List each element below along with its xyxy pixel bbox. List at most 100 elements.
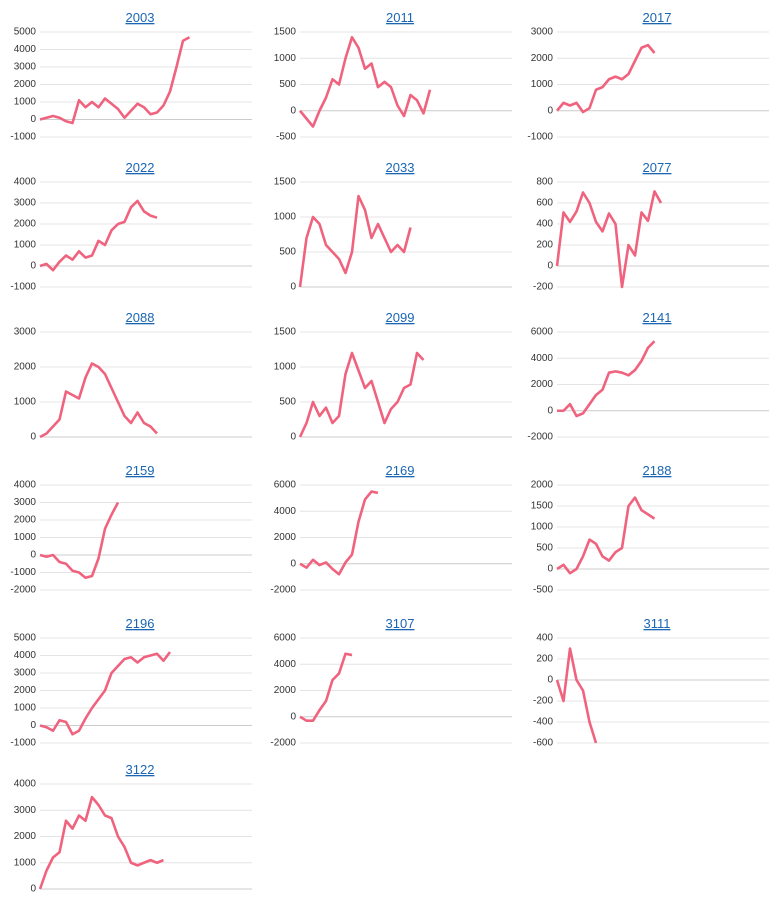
data-line — [299, 652, 353, 722]
chart-title[interactable]: 3107 — [386, 616, 415, 631]
y-tick-label: 4000 — [274, 659, 297, 670]
y-tick-label: 1000 — [531, 522, 554, 533]
chart-title[interactable]: 2022 — [126, 160, 155, 175]
y-tick-label: 3000 — [14, 327, 37, 338]
y-tick-label: -2000 — [270, 585, 296, 596]
chart-title[interactable]: 2099 — [386, 310, 415, 325]
y-tick-label: 0 — [30, 550, 36, 561]
data-line — [39, 501, 120, 580]
y-tick-label: 1000 — [14, 532, 37, 543]
y-tick-label: 0 — [547, 105, 553, 116]
y-tick-label: 2000 — [531, 53, 554, 64]
y-tick-label: 0 — [290, 282, 296, 293]
chart-title[interactable]: 3111 — [644, 616, 671, 631]
y-tick-label: 1000 — [274, 362, 297, 373]
chart-title[interactable]: 2077 — [643, 160, 672, 175]
y-tick-label: 0 — [547, 405, 553, 416]
chart-title[interactable]: 2141 — [643, 310, 672, 325]
y-tick-label: 1000 — [14, 703, 37, 714]
y-tick-label: 6000 — [531, 327, 554, 338]
y-tick-label: 400 — [536, 219, 553, 230]
y-tick-label: 500 — [279, 247, 296, 258]
y-tick-label: 4000 — [14, 480, 37, 491]
y-tick-label: 600 — [536, 198, 553, 209]
chart-title[interactable]: 2011 — [386, 10, 414, 25]
data-line — [555, 647, 598, 744]
y-tick-label: 0 — [30, 884, 36, 895]
data-line — [298, 194, 412, 288]
chart-title[interactable]: 2196 — [126, 616, 155, 631]
y-tick-label: 1500 — [274, 177, 297, 188]
y-tick-label: 2000 — [14, 362, 37, 373]
y-tick-label: 2000 — [14, 685, 37, 696]
y-tick-label: 1000 — [274, 212, 297, 223]
y-tick-label: 0 — [547, 564, 553, 575]
y-tick-label: 500 — [279, 79, 296, 90]
y-tick-label: 4000 — [14, 779, 37, 790]
y-tick-label: 800 — [536, 177, 553, 188]
chart-title[interactable]: 2169 — [386, 463, 415, 478]
y-tick-label: 1000 — [531, 79, 554, 90]
y-tick-label: -400 — [533, 717, 553, 728]
y-tick-label: 5000 — [14, 633, 37, 644]
y-tick-label: -1000 — [10, 738, 36, 749]
y-tick-label: 1500 — [274, 327, 297, 338]
data-line — [39, 36, 191, 125]
y-tick-label: 2000 — [531, 480, 554, 491]
y-tick-label: -1000 — [10, 567, 36, 578]
data-line — [555, 190, 663, 289]
y-tick-label: 2000 — [14, 831, 37, 842]
y-tick-label: -2000 — [10, 585, 36, 596]
chart-title[interactable]: 2003 — [126, 10, 155, 25]
y-tick-label: 1000 — [14, 240, 37, 251]
chart-title[interactable]: 3122 — [126, 762, 155, 777]
data-line — [39, 199, 158, 272]
y-tick-label: -2000 — [527, 432, 553, 443]
y-tick-label: 1500 — [531, 501, 554, 512]
y-tick-label: -1000 — [527, 132, 553, 143]
y-tick-label: 0 — [290, 558, 296, 569]
y-tick-label: 3000 — [14, 198, 37, 209]
y-tick-label: -200 — [533, 696, 553, 707]
y-tick-label: 5000 — [14, 27, 37, 38]
y-tick-label: 0 — [290, 432, 296, 443]
y-tick-label: 0 — [290, 711, 296, 722]
chart-title[interactable]: 2159 — [126, 463, 155, 478]
y-tick-label: 2000 — [14, 79, 37, 90]
data-line — [299, 490, 379, 576]
data-line — [39, 362, 158, 439]
y-tick-label: 0 — [290, 105, 296, 116]
y-tick-label: 0 — [547, 675, 553, 686]
chart-title[interactable]: 2088 — [126, 310, 155, 325]
y-tick-label: 3000 — [14, 62, 37, 73]
y-tick-label: 2000 — [531, 379, 554, 390]
y-tick-label: 3000 — [14, 497, 37, 508]
y-tick-label: 1000 — [14, 397, 37, 408]
chart-title[interactable]: 2188 — [643, 463, 672, 478]
y-tick-label: 0 — [30, 432, 36, 443]
y-tick-label: 4000 — [14, 650, 37, 661]
y-tick-label: 6000 — [274, 480, 297, 491]
y-tick-label: 2000 — [274, 532, 297, 543]
y-tick-label: 4000 — [531, 353, 554, 364]
chart-title[interactable]: 2033 — [386, 160, 415, 175]
y-tick-label: 4000 — [274, 506, 297, 517]
y-tick-label: 4000 — [14, 44, 37, 55]
y-tick-label: 0 — [547, 261, 553, 272]
y-tick-label: -500 — [533, 585, 553, 596]
y-tick-label: -200 — [533, 282, 553, 293]
y-tick-label: 400 — [536, 633, 553, 644]
data-line — [555, 43, 656, 114]
chart-title[interactable]: 2017 — [643, 10, 672, 25]
y-tick-label: 3000 — [14, 668, 37, 679]
y-tick-label: 1000 — [14, 97, 37, 108]
y-tick-label: 6000 — [274, 633, 297, 644]
y-tick-label: -600 — [533, 738, 553, 749]
y-tick-label: 2000 — [274, 685, 297, 696]
y-tick-label: 200 — [536, 240, 553, 251]
y-tick-label: 1000 — [14, 857, 37, 868]
y-tick-label: -500 — [276, 132, 296, 143]
y-tick-label: 2000 — [14, 219, 37, 230]
y-tick-label: -2000 — [270, 738, 296, 749]
